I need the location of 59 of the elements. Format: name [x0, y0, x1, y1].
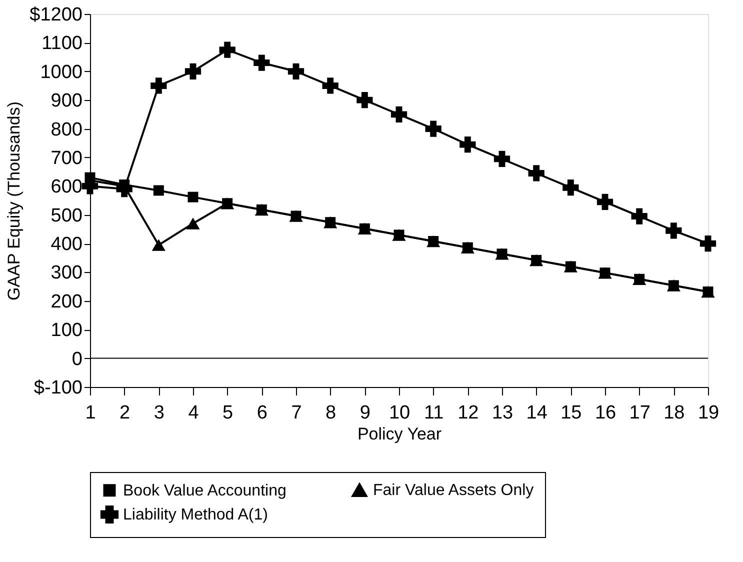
- point: [219, 42, 236, 58]
- x-tick-label: 12: [458, 402, 479, 424]
- y-tick-label: 600: [50, 176, 82, 198]
- y-axis-title: GAAP Equity (Thousands): [4, 101, 24, 301]
- point: [460, 136, 476, 153]
- x-tick-label: 10: [388, 402, 410, 424]
- point: [596, 194, 614, 210]
- point: [700, 235, 716, 252]
- y-tick-label: 1000: [40, 62, 82, 83]
- point: [322, 78, 338, 94]
- point: [666, 222, 682, 239]
- point: [425, 120, 442, 137]
- point: [631, 208, 648, 224]
- point: [528, 165, 544, 182]
- point: [152, 239, 166, 251]
- x-tick-label: 9: [360, 402, 370, 424]
- y-tick-label: 300: [50, 262, 82, 284]
- y-tick-label: 100: [50, 320, 82, 342]
- y-tick-label: $-100: [34, 378, 82, 398]
- x-tick-label: 6: [256, 402, 268, 424]
- legend-label: Liability Method A(1): [123, 506, 268, 524]
- y-tick-label: 400: [50, 234, 82, 256]
- y-tick-label: 900: [50, 90, 82, 112]
- x-tick-label: 17: [629, 402, 650, 424]
- point: [288, 63, 304, 80]
- point: [184, 63, 202, 80]
- y-tick-label: 500: [50, 205, 82, 226]
- y-tick-label: 800: [50, 119, 82, 140]
- point: [494, 150, 510, 167]
- point: [153, 185, 164, 196]
- legend-label: Book Value Accounting: [123, 482, 286, 500]
- x-tick-label: 16: [594, 402, 616, 424]
- point: [390, 106, 408, 122]
- legend-label: Fair Value Assets Only: [373, 482, 534, 500]
- x-tick-label: 1: [85, 402, 96, 424]
- x-tick-label: 14: [526, 402, 548, 424]
- y-tick-label: $1200: [30, 4, 82, 26]
- x-tick-label: 2: [120, 402, 130, 424]
- x-tick-label: 5: [222, 402, 234, 424]
- x-tick-label: 15: [560, 402, 582, 424]
- x-tick-label: 4: [188, 402, 200, 424]
- point: [562, 180, 579, 196]
- y-tick-label: 1100: [42, 33, 82, 54]
- point: [254, 54, 270, 71]
- point: [186, 218, 200, 230]
- x-tick-label: 8: [326, 402, 336, 424]
- point: [150, 78, 167, 94]
- x-tick-label: 11: [424, 402, 444, 424]
- x-tick-label: 3: [154, 402, 164, 424]
- x-tick-label: 18: [664, 402, 685, 424]
- y-tick-label: 700: [50, 148, 82, 169]
- x-tick-label: 19: [698, 402, 720, 424]
- x-tick-label: 13: [492, 402, 514, 424]
- x-axis-title: Policy Year: [357, 424, 442, 444]
- y-tick-label: 200: [50, 291, 82, 312]
- x-tick-label: 7: [291, 402, 302, 424]
- point: [188, 192, 198, 202]
- y-tick-label: 0: [72, 348, 82, 370]
- point: [356, 92, 373, 108]
